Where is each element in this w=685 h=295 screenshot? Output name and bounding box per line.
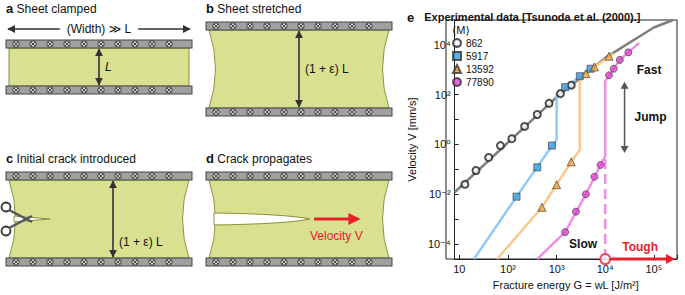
svg-text:Tough: Tough bbox=[622, 240, 658, 254]
svg-text:⟨M⟩: ⟨M⟩ bbox=[452, 24, 470, 36]
svg-text:10⁻⁴: 10⁻⁴ bbox=[428, 238, 451, 250]
svg-text:(1 + ε) L: (1 + ε) L bbox=[119, 235, 163, 249]
svg-text:5917: 5917 bbox=[466, 51, 489, 62]
svg-text:10³: 10³ bbox=[549, 263, 565, 275]
svg-text:10⁰: 10⁰ bbox=[434, 138, 451, 150]
svg-text:10⁴: 10⁴ bbox=[596, 262, 614, 275]
svg-text:10⁴: 10⁴ bbox=[434, 39, 451, 51]
svg-text:13592: 13592 bbox=[466, 64, 494, 75]
svg-text:e: e bbox=[407, 10, 414, 25]
svg-text:(1 + ε) L: (1 + ε) L bbox=[305, 62, 349, 76]
svg-text:Jump: Jump bbox=[635, 110, 667, 124]
svg-text:10⁵: 10⁵ bbox=[645, 263, 662, 275]
svg-text:Slow: Slow bbox=[569, 237, 598, 251]
svg-text:Velocity V: Velocity V bbox=[310, 229, 363, 243]
svg-text:10⁻²: 10⁻² bbox=[429, 188, 451, 200]
svg-text:Velocity V [mm/s]: Velocity V [mm/s] bbox=[406, 97, 418, 181]
svg-text:10²: 10² bbox=[435, 89, 451, 101]
svg-text:(Width) ≫ L: (Width) ≫ L bbox=[67, 22, 132, 36]
svg-text:a Sheet clamped: a Sheet clamped bbox=[6, 1, 97, 16]
svg-text:77890: 77890 bbox=[466, 77, 494, 88]
svg-text:c Initial crack introduced: c Initial crack introduced bbox=[6, 151, 136, 166]
svg-text:10: 10 bbox=[453, 263, 465, 275]
svg-text:b Sheet stretched: b Sheet stretched bbox=[206, 1, 301, 16]
svg-text:Experimental data [Tsunoda et: Experimental data [Tsunoda et al. (2000)… bbox=[424, 11, 641, 23]
svg-text:d Crack propagates: d Crack propagates bbox=[206, 151, 312, 166]
svg-text:Fast: Fast bbox=[637, 63, 662, 77]
svg-text:10²: 10² bbox=[500, 263, 516, 275]
svg-text:L: L bbox=[105, 60, 112, 74]
svg-text:Fracture energy G = wL [J/m²]: Fracture energy G = wL [J/m²] bbox=[493, 279, 639, 291]
svg-text:862: 862 bbox=[466, 38, 483, 49]
